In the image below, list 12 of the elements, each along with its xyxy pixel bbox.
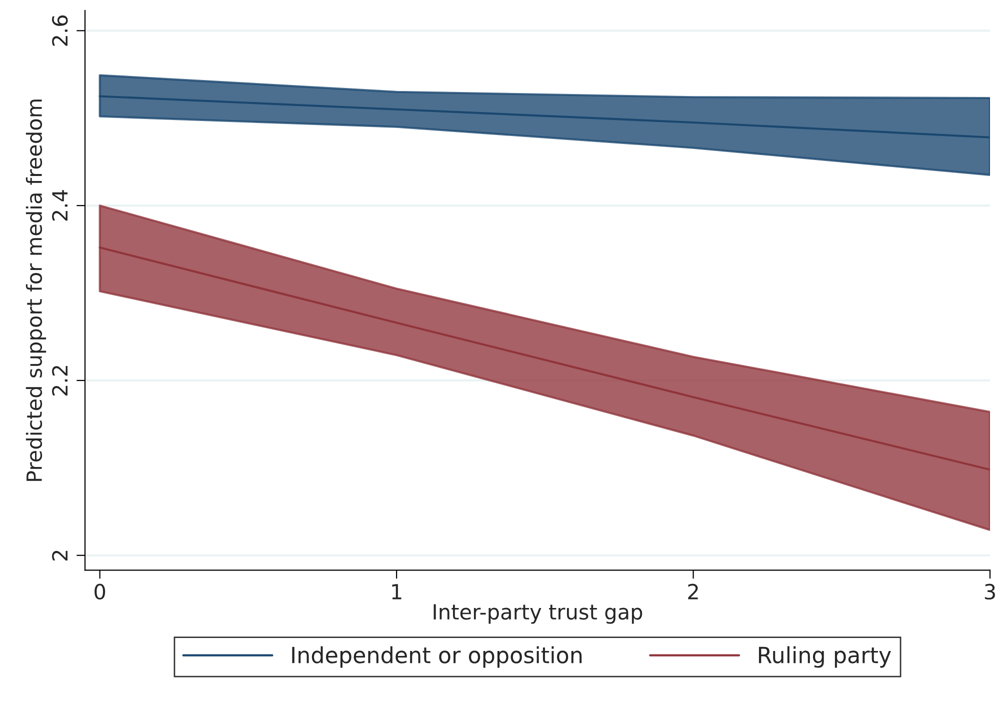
- legend-label: Ruling party: [758, 646, 891, 668]
- x-tick-label: 0: [94, 584, 106, 600]
- y-axis-title: Predicted support for media freedom: [26, 100, 46, 481]
- x-tick-label: 3: [984, 584, 995, 600]
- y-tick-label: 2.6: [52, 15, 68, 46]
- y-tick-label: 2: [52, 550, 68, 560]
- x-axis-title: Inter-party trust gap: [434, 604, 642, 624]
- y-tick-label: 2.4: [52, 190, 68, 221]
- x-tick-label: 1: [392, 584, 402, 600]
- legend-label: Independent or opposition: [292, 646, 582, 668]
- x-tick-label: 2: [688, 584, 698, 600]
- y-tick-label: 2.2: [52, 366, 68, 396]
